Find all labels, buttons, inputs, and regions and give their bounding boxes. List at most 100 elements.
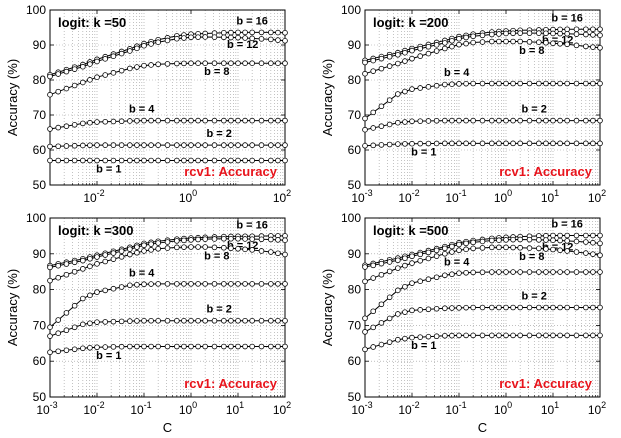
series-label: b = 16 — [236, 219, 268, 231]
data-point — [228, 29, 234, 36]
data-point — [395, 265, 401, 271]
data-point — [80, 79, 86, 86]
data-point — [155, 61, 161, 68]
data-point — [258, 248, 265, 254]
data-point — [362, 126, 368, 133]
data-point — [242, 142, 248, 148]
data-point — [94, 58, 100, 65]
data-point — [148, 343, 154, 350]
data-point — [94, 344, 100, 351]
data-point — [590, 269, 596, 275]
data-point — [456, 305, 462, 311]
x-tick-label: 101 — [541, 400, 559, 417]
data-point — [249, 60, 255, 66]
data-point — [55, 157, 62, 164]
data-point — [583, 269, 589, 275]
data-point — [597, 269, 603, 275]
data-point — [433, 305, 440, 312]
data-point — [55, 88, 62, 95]
data-point — [395, 91, 401, 97]
data-point — [211, 34, 218, 40]
data-point — [573, 332, 580, 339]
data-point — [597, 332, 603, 339]
data-point — [47, 333, 53, 339]
data-point — [102, 287, 109, 294]
data-point — [543, 237, 549, 243]
data-point — [517, 30, 523, 36]
data-point — [425, 276, 432, 283]
data-point — [503, 237, 509, 243]
data-point — [174, 244, 180, 251]
data-point — [102, 344, 109, 350]
data-point — [583, 31, 589, 38]
data-point — [80, 345, 86, 352]
data-point — [433, 140, 440, 147]
data-point — [470, 269, 476, 276]
data-point — [87, 142, 93, 149]
y-tick-label: 100 — [26, 211, 46, 225]
data-point — [557, 232, 563, 239]
data-point — [127, 48, 133, 54]
data-point — [141, 281, 147, 288]
data-point — [148, 247, 154, 253]
x-axis-label: C — [478, 420, 487, 435]
data-point — [258, 29, 265, 36]
data-point — [63, 85, 70, 92]
data-point — [275, 37, 281, 43]
data-point — [155, 343, 161, 350]
data-point — [63, 261, 70, 267]
data-point — [235, 281, 241, 287]
data-point — [496, 38, 502, 45]
data-point — [148, 41, 154, 47]
data-point — [510, 80, 516, 87]
data-point — [370, 57, 377, 64]
data-point — [141, 157, 147, 164]
series-label: b = 4 — [444, 67, 470, 79]
data-point — [597, 32, 603, 38]
data-point — [164, 37, 171, 44]
data-point — [510, 244, 516, 251]
data-point — [583, 140, 589, 147]
data-point — [268, 343, 274, 350]
data-point — [536, 304, 542, 311]
data-point — [386, 121, 393, 128]
data-point — [63, 123, 70, 129]
data-point — [181, 343, 187, 350]
data-point — [221, 244, 227, 251]
data-point — [221, 281, 227, 287]
chart-annotation: rcv1: Accuracy — [184, 376, 278, 391]
data-point — [442, 251, 448, 257]
data-point — [433, 274, 440, 281]
y-tick-label: 80 — [348, 283, 362, 297]
chart-panel-4: 50 60 70 80 90 100 10-3 10-2 10-1 100 101 102 b = 16… — [320, 211, 606, 435]
data-point — [282, 343, 288, 350]
data-point — [195, 244, 201, 250]
data-point — [110, 256, 117, 262]
data-point — [449, 117, 455, 124]
data-point — [456, 270, 462, 276]
data-point — [479, 238, 486, 245]
data-point — [87, 292, 93, 299]
data-point — [590, 251, 596, 257]
data-point — [470, 239, 476, 246]
y-tick-label: 70 — [348, 318, 362, 332]
data-point — [282, 117, 288, 124]
data-point — [517, 117, 523, 124]
data-point — [536, 117, 542, 124]
data-point — [148, 62, 154, 68]
y-tick-label: 60 — [348, 143, 362, 157]
data-point — [282, 237, 288, 244]
data-point — [510, 236, 516, 243]
data-point — [268, 281, 274, 287]
data-point — [597, 26, 603, 33]
data-point — [47, 349, 53, 356]
data-point — [503, 80, 509, 87]
data-point — [282, 157, 288, 164]
data-point — [526, 140, 533, 147]
data-point — [590, 239, 596, 246]
data-point — [258, 236, 265, 243]
data-point — [433, 247, 440, 254]
data-point — [118, 50, 125, 57]
data-point — [164, 239, 171, 245]
data-point — [275, 60, 281, 66]
